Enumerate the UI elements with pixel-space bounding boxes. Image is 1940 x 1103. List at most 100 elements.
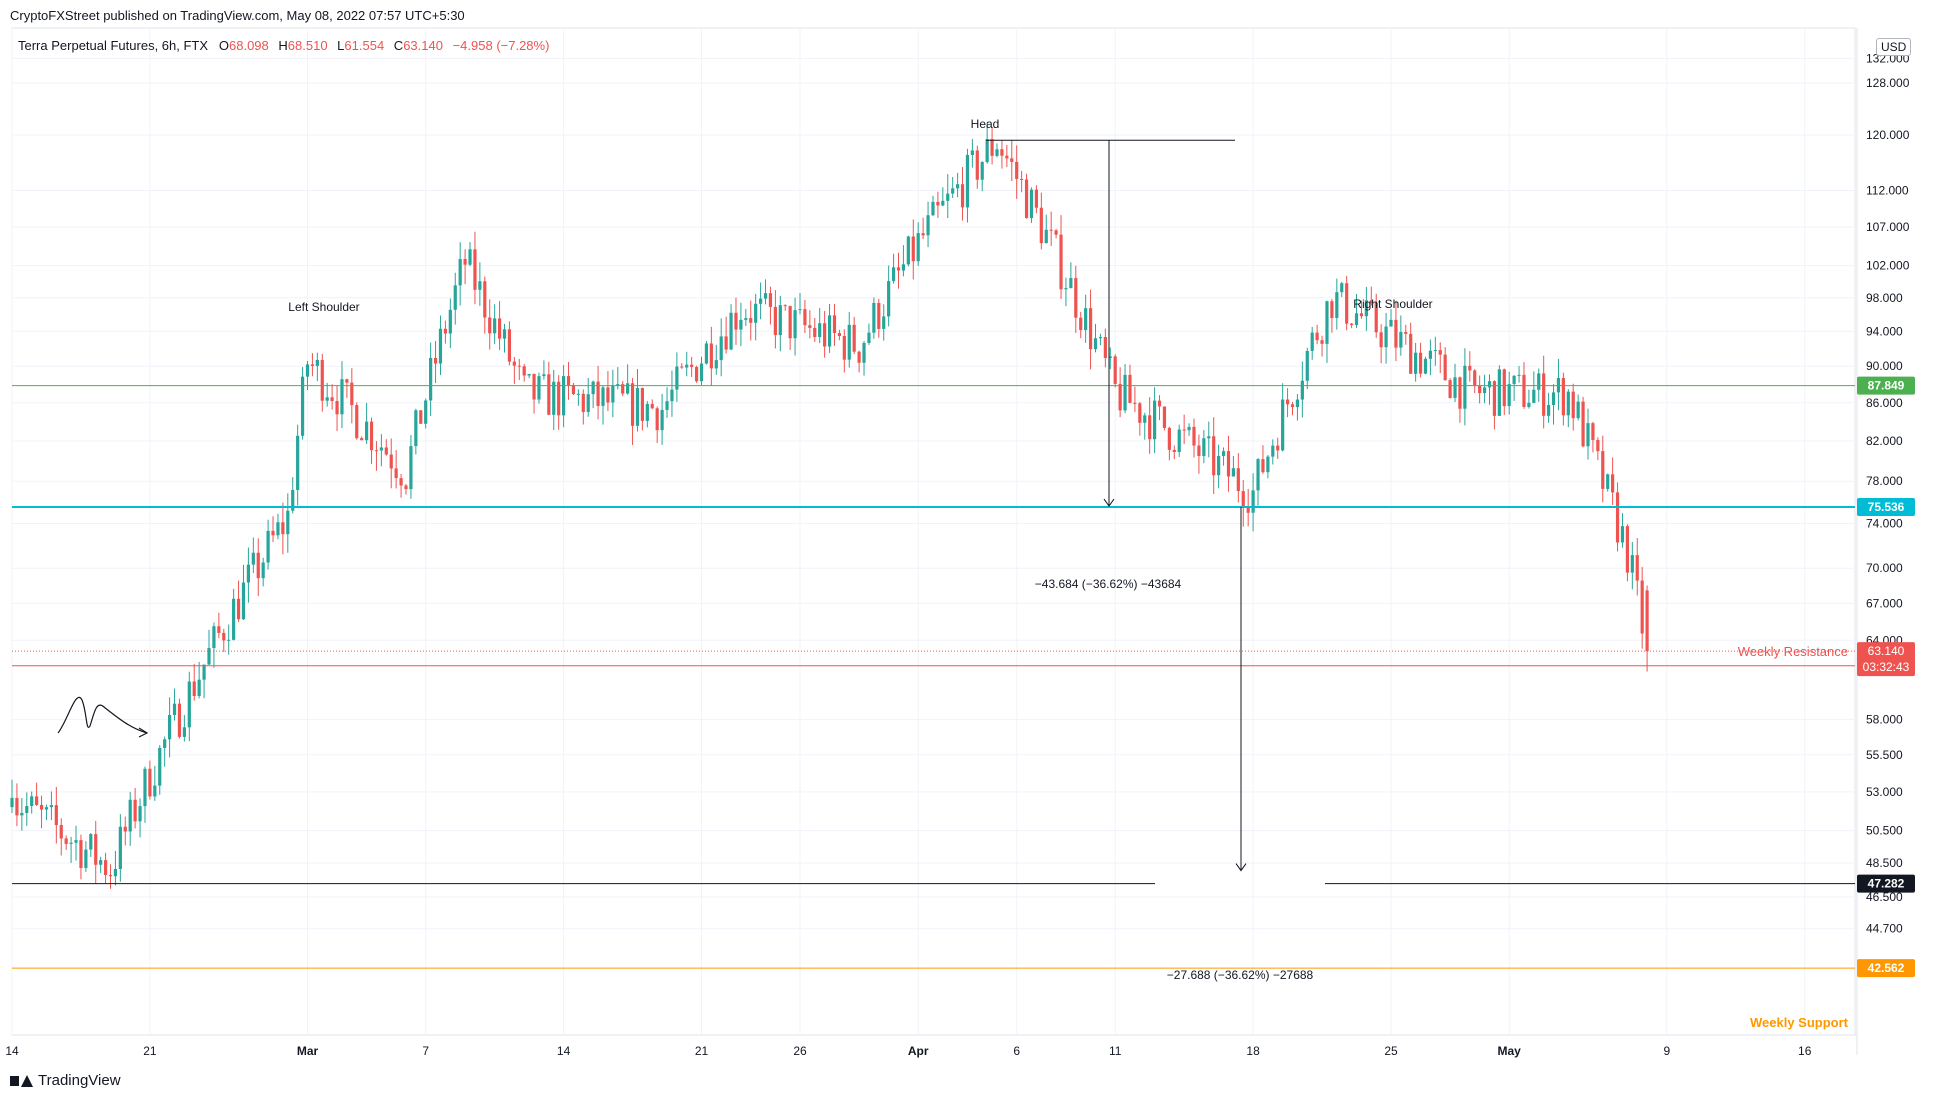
candle-body-up (1093, 338, 1098, 350)
candle-body-down (419, 410, 423, 424)
candle-body-down (680, 366, 684, 368)
candle-body-down (1128, 374, 1132, 403)
candle-body-up (665, 401, 669, 410)
candle-body-up (1207, 436, 1211, 439)
candle-body-down (911, 236, 915, 262)
tradingview-brand: TradingView (38, 1072, 121, 1089)
price-tick-label: 67.000 (1866, 596, 1903, 610)
candle-body-up (1064, 288, 1068, 290)
time-tick-label: 18 (1246, 1044, 1260, 1058)
candle-body-down (1601, 451, 1605, 489)
candle-body-up (118, 826, 122, 869)
candle-body-down (217, 626, 221, 633)
candle-body-down (1350, 323, 1354, 326)
candle-body-down (94, 834, 98, 865)
candle-body-down (192, 681, 196, 696)
candle-body-up (729, 312, 733, 350)
candle-body-down (1330, 301, 1334, 318)
currency-button[interactable]: USD (1876, 38, 1912, 56)
candle-body-up (995, 149, 999, 156)
candle-body-down (1054, 230, 1058, 235)
candle-body-up (1433, 350, 1437, 352)
candle-body-down (123, 826, 127, 832)
candle-body-down (724, 336, 728, 350)
candle-body-up (20, 812, 24, 816)
candle-body-up (763, 293, 768, 299)
open-value: 68.098 (229, 38, 269, 53)
time-tick-label: May (1498, 1044, 1522, 1058)
candle-body-up (69, 842, 73, 844)
candle-body-up (798, 309, 802, 311)
candle-body-down (1276, 445, 1280, 451)
candle-body-down (404, 485, 408, 490)
candle-body-up (1305, 350, 1309, 381)
candle-body-up (1153, 400, 1157, 440)
candle-body-down (1079, 317, 1083, 331)
candle-body-down (1561, 377, 1565, 416)
time-tick-label: 9 (1663, 1044, 1670, 1058)
candle-body-up (537, 376, 541, 400)
candle-body-up (591, 381, 595, 395)
candle-body-up (246, 564, 250, 583)
candle-body-down (1345, 283, 1349, 324)
candle-body-down (355, 405, 359, 439)
candle-body-down (1088, 308, 1093, 350)
candle-body-down (1635, 555, 1639, 581)
candle-body-down (394, 468, 398, 479)
candle-body-down (532, 373, 536, 400)
candle-body-down (360, 438, 364, 441)
candle-body-up (1620, 526, 1625, 543)
candle-body-down (483, 281, 487, 318)
candle-body-up (251, 552, 255, 565)
candle-body-down (1615, 492, 1620, 543)
candle-body-down (621, 384, 625, 394)
candle-body-up (1537, 373, 1541, 390)
candle-body-down (857, 351, 861, 363)
candle-body-down (1369, 300, 1373, 303)
candle-body-up (153, 785, 157, 797)
candle-body-up (1177, 429, 1181, 452)
candle-body-down (1167, 427, 1171, 450)
candle-body-up (675, 366, 679, 390)
candle-body-down (15, 797, 19, 816)
candle-body-up (379, 447, 383, 451)
measure-1-arrowhead (1103, 498, 1115, 507)
candle-body-up (89, 834, 93, 850)
price-tick-label: 55.500 (1866, 748, 1903, 762)
candle-body-down (1226, 451, 1231, 477)
candle-body-up (291, 489, 295, 511)
price-tick-label: 90.000 (1866, 359, 1903, 373)
candle-body-up (266, 530, 270, 563)
candle-body-down (1596, 439, 1600, 452)
price-tick-label: 53.000 (1866, 785, 1903, 799)
candle-body-up (1217, 455, 1221, 476)
change-value: −4.958 (−7.28%) (452, 38, 550, 53)
candle-body-up (527, 373, 531, 376)
candle-body-down (39, 804, 44, 810)
candle-body-down (517, 365, 521, 367)
candle-body-down (59, 825, 63, 839)
candle-body-up (168, 715, 172, 740)
price-level-badge (1857, 498, 1915, 517)
candle-body-down (1074, 278, 1078, 318)
candle-body-down (1049, 229, 1053, 231)
candle-body-down (734, 312, 738, 330)
candle-body-up (660, 409, 664, 431)
candle-body-up (197, 679, 201, 696)
high-value: 68.510 (287, 38, 328, 53)
candle-body-down (832, 315, 837, 334)
candle-body-down (1113, 356, 1117, 384)
candle-body-up (1364, 300, 1368, 317)
candle-body-down (1039, 207, 1043, 244)
candle-body-down (1059, 234, 1063, 290)
candle-body-up (212, 626, 216, 649)
candle-body-down (581, 393, 585, 412)
candle-body-down (690, 364, 694, 367)
candle-body-up (1325, 301, 1329, 344)
candle-body-up (827, 315, 832, 347)
tradingview-logo[interactable]: TradingView (10, 1072, 121, 1089)
time-tick-label: 7 (422, 1044, 429, 1058)
candle-body-down (1212, 436, 1216, 476)
price-tick-label: 112.000 (1866, 183, 1909, 197)
